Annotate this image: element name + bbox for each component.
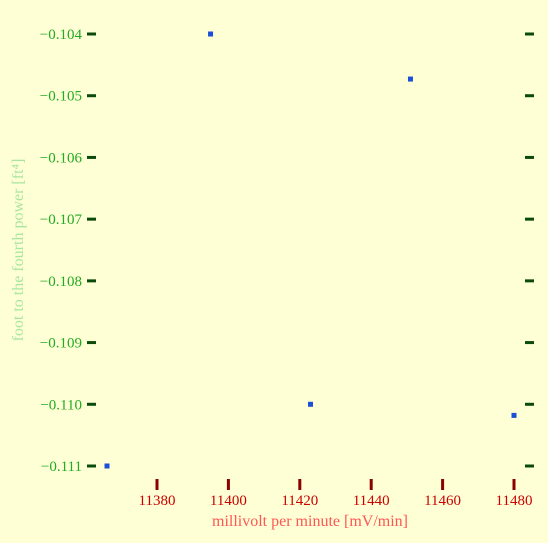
x-axis-tick-labels: 11380 11400 11420 11440 11460 11480 (139, 493, 533, 509)
x-tick-label: 11380 (139, 493, 176, 509)
y-tick-label: −0.105 (40, 89, 82, 105)
y-tick-label: −0.106 (40, 150, 83, 166)
data-point (208, 31, 214, 37)
x-axis-label: millivolt per minute [mV/min] (212, 513, 408, 530)
data-point (407, 76, 413, 82)
y-tick-label: −0.108 (40, 274, 82, 290)
data-point (511, 412, 517, 418)
x-tick-label: 11480 (496, 493, 533, 509)
y-tick-label: −0.111 (41, 459, 82, 475)
y-axis-tick-labels: −0.104 −0.105 −0.106 −0.107 −0.108 −0.109 −0.1… (40, 27, 83, 475)
y-axis-ticks-left (87, 32, 96, 468)
y-tick-label: −0.110 (40, 397, 82, 413)
y-axis-label: foot to the fourth power [ft⁴] (10, 159, 27, 342)
data-points (104, 31, 517, 469)
x-tick-label: 11460 (424, 493, 461, 509)
y-tick-label: −0.107 (40, 212, 83, 228)
data-point (104, 463, 110, 469)
y-tick-label: −0.109 (40, 336, 82, 352)
y-axis-ticks-right (525, 32, 534, 468)
data-point (308, 401, 314, 407)
y-tick-label: −0.104 (40, 27, 83, 43)
x-tick-label: 11420 (281, 493, 318, 509)
x-tick-label: 11440 (353, 493, 390, 509)
x-tick-label: 11400 (210, 493, 247, 509)
x-axis-ticks (155, 479, 516, 490)
